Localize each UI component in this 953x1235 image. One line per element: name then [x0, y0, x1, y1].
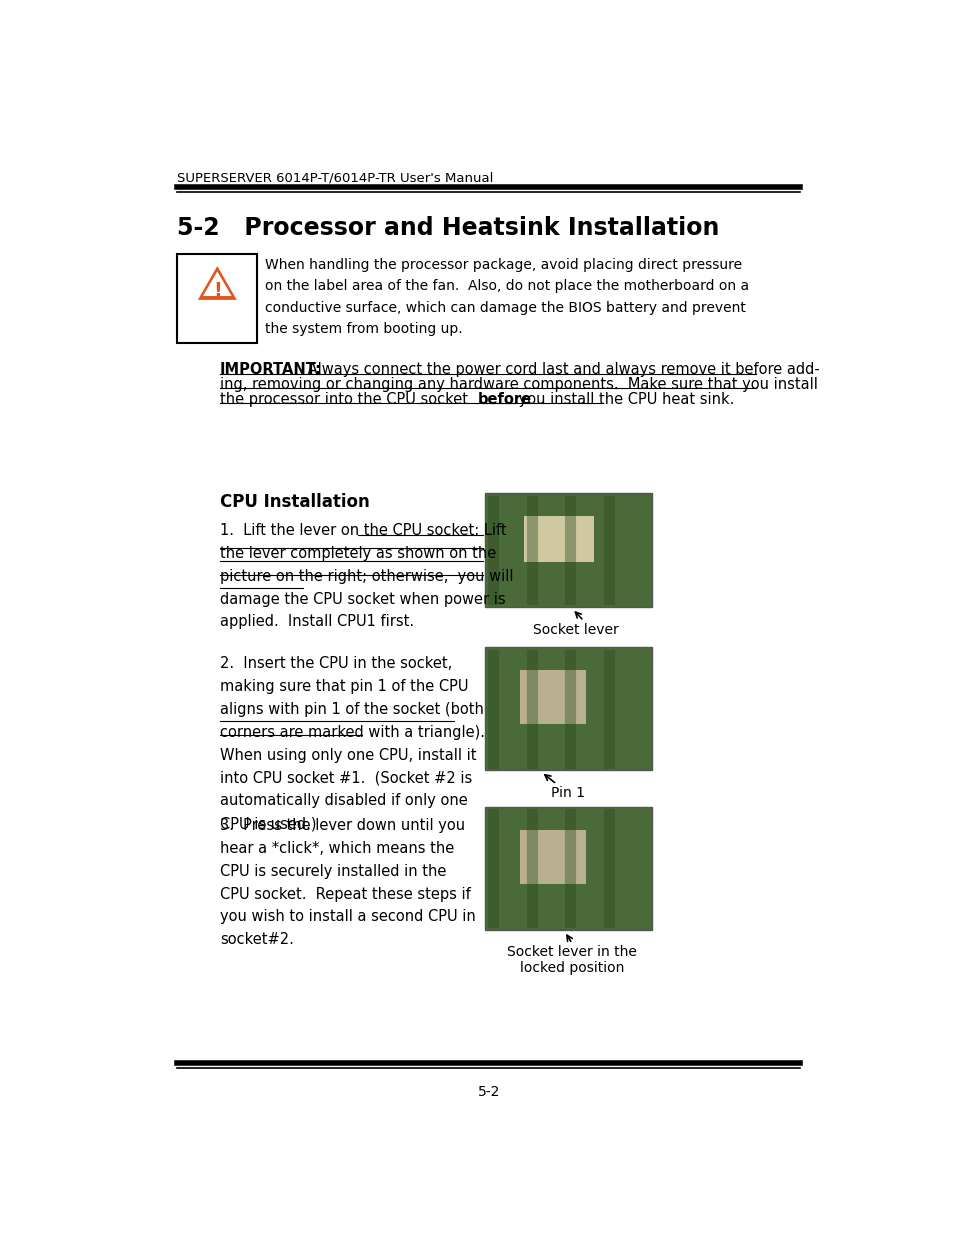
Text: 3.  Press the lever down until you
hear a *click*, which means the
CPU is secure: 3. Press the lever down until you hear a… — [220, 818, 476, 947]
Text: Socket lever: Socket lever — [533, 622, 618, 636]
Polygon shape — [203, 272, 232, 296]
Text: !: ! — [213, 282, 221, 300]
Text: Pin 1: Pin 1 — [551, 785, 585, 800]
Text: 2.  Insert the CPU in the socket,
making sure that pin 1 of the CPU
aligns with : 2. Insert the CPU in the socket, making … — [220, 656, 484, 831]
Text: the processor into the CPU socket: the processor into the CPU socket — [220, 391, 472, 406]
Text: 5-2   Processor and Heatsink Installation: 5-2 Processor and Heatsink Installation — [177, 216, 719, 240]
FancyBboxPatch shape — [177, 254, 257, 343]
Text: before: before — [476, 391, 531, 406]
Text: IMPORTANT:: IMPORTANT: — [220, 362, 322, 377]
Text: ing, removing or changing any hardware components.  Make sure that you install: ing, removing or changing any hardware c… — [220, 377, 817, 391]
Text: CPU Installation: CPU Installation — [220, 493, 370, 511]
Text: SUPERSERVER 6014P-T/6014P-TR User's Manual: SUPERSERVER 6014P-T/6014P-TR User's Manu… — [177, 172, 494, 184]
FancyBboxPatch shape — [519, 671, 585, 724]
FancyBboxPatch shape — [484, 806, 651, 930]
Polygon shape — [197, 266, 236, 300]
Text: you install the CPU heat sink.: you install the CPU heat sink. — [514, 391, 734, 406]
Text: Always connect the power cord last and always remove it before add-: Always connect the power cord last and a… — [303, 362, 819, 377]
FancyBboxPatch shape — [519, 830, 585, 883]
FancyBboxPatch shape — [484, 493, 651, 608]
Text: 1.  Lift the lever on the CPU socket: Lift
the lever completely as shown on the
: 1. Lift the lever on the CPU socket: Lif… — [220, 524, 513, 630]
Text: Socket lever in the
locked position: Socket lever in the locked position — [507, 945, 637, 976]
Text: When handling the processor package, avoid placing direct pressure
on the label : When handling the processor package, avo… — [265, 258, 748, 336]
Text: 5-2: 5-2 — [477, 1084, 499, 1098]
FancyBboxPatch shape — [523, 516, 593, 562]
FancyBboxPatch shape — [484, 647, 651, 771]
